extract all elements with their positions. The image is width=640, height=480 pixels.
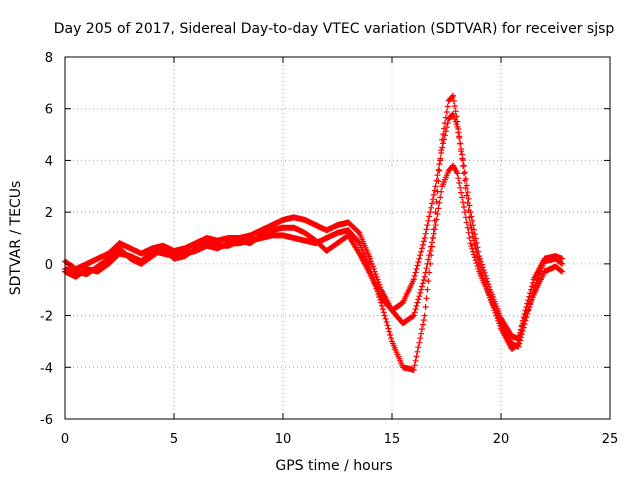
y-tick-label: 2 xyxy=(45,206,53,221)
x-tick-label: 25 xyxy=(602,432,619,447)
x-tick-label: 15 xyxy=(384,432,401,447)
y-tick-label: -4 xyxy=(40,361,53,376)
y-tick-label: 6 xyxy=(45,103,53,118)
data-point xyxy=(454,123,461,130)
x-tick-label: 10 xyxy=(275,432,292,447)
x-axis-label: GPS time / hours xyxy=(275,458,392,474)
data-point xyxy=(432,183,439,190)
axis-ticks: 0 5 10 15 20 25 -6 -4 -2 0 2 4 6 8 xyxy=(40,51,618,447)
series-trace xyxy=(62,93,565,373)
data-point xyxy=(421,235,428,241)
x-tick-label: 5 xyxy=(170,432,178,447)
data-point xyxy=(460,162,467,169)
series-trace xyxy=(62,111,565,342)
series-track-2 xyxy=(62,110,566,342)
chart-title: Day 205 of 2017, Sidereal Day-to-day VTE… xyxy=(54,21,615,37)
y-tick-label: -6 xyxy=(40,413,53,428)
data-point xyxy=(460,203,467,210)
data-point xyxy=(519,328,526,335)
y-axis-label: SDTVAR / TECUs xyxy=(8,181,24,296)
data-point xyxy=(460,170,467,177)
plot-frame xyxy=(64,56,611,420)
data-point xyxy=(421,273,428,280)
y-tick-label: 4 xyxy=(45,154,53,169)
grid xyxy=(65,57,610,419)
data-point xyxy=(439,144,446,151)
x-tick-label: 20 xyxy=(493,432,510,447)
data-point xyxy=(467,209,474,216)
data-points xyxy=(62,92,566,373)
y-tick-label: 8 xyxy=(45,51,53,66)
series-track-3 xyxy=(62,162,566,350)
data-point xyxy=(421,312,428,319)
series-trace xyxy=(62,163,565,350)
y-tick-label: -2 xyxy=(40,310,53,325)
data-point xyxy=(432,222,439,229)
data-point xyxy=(476,253,483,260)
y-tick-label: 0 xyxy=(45,258,53,273)
data-point xyxy=(467,240,474,247)
x-tick-label: 0 xyxy=(61,432,69,447)
series-track-1 xyxy=(62,92,566,373)
